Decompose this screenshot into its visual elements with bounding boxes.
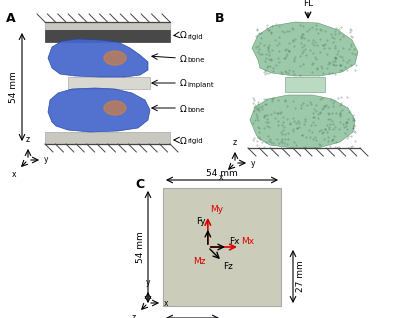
Polygon shape [48, 39, 148, 77]
Text: rigid: rigid [187, 33, 203, 39]
Text: x: x [11, 170, 16, 179]
Text: $\Omega$: $\Omega$ [179, 52, 188, 64]
Text: Mz: Mz [193, 257, 206, 266]
Text: z: z [132, 313, 136, 318]
Text: $\Omega$: $\Omega$ [179, 78, 188, 88]
Text: C: C [135, 178, 144, 191]
Text: Fx: Fx [229, 237, 239, 246]
Text: 54 mm: 54 mm [206, 169, 238, 178]
Text: $\Omega$: $\Omega$ [179, 30, 188, 40]
Text: Fz: Fz [223, 262, 233, 271]
Text: FL: FL [303, 0, 313, 8]
Bar [45, 132, 170, 144]
Text: Mx: Mx [241, 237, 254, 246]
Text: z: z [26, 135, 30, 144]
Text: bone: bone [187, 107, 204, 113]
Polygon shape [250, 95, 355, 148]
Polygon shape [48, 88, 150, 132]
Ellipse shape [104, 51, 126, 65]
Text: rigid: rigid [187, 139, 203, 144]
Text: z: z [233, 138, 237, 147]
Text: A: A [6, 12, 16, 25]
Ellipse shape [104, 101, 126, 115]
Text: $\Omega$: $\Omega$ [179, 135, 188, 146]
Text: Fy: Fy [196, 217, 206, 226]
Polygon shape [252, 22, 358, 76]
Bar [45, 30, 170, 42]
Bar [45, 22, 170, 30]
Text: B: B [215, 12, 224, 25]
Text: My: My [210, 205, 223, 214]
Text: $\Omega$: $\Omega$ [179, 102, 188, 114]
Text: bone: bone [187, 57, 204, 63]
Polygon shape [285, 77, 325, 92]
Text: 27 mm: 27 mm [296, 261, 305, 292]
Text: 54 mm: 54 mm [136, 231, 145, 263]
Bar [163, 188, 281, 306]
Text: y: y [146, 278, 150, 287]
Text: implant: implant [187, 81, 214, 87]
Text: x: x [164, 299, 168, 308]
Bar [68, 77, 150, 89]
Text: y: y [44, 156, 48, 164]
Text: 54 mm: 54 mm [9, 71, 18, 103]
Text: x: x [218, 173, 223, 182]
Text: y: y [251, 158, 256, 168]
